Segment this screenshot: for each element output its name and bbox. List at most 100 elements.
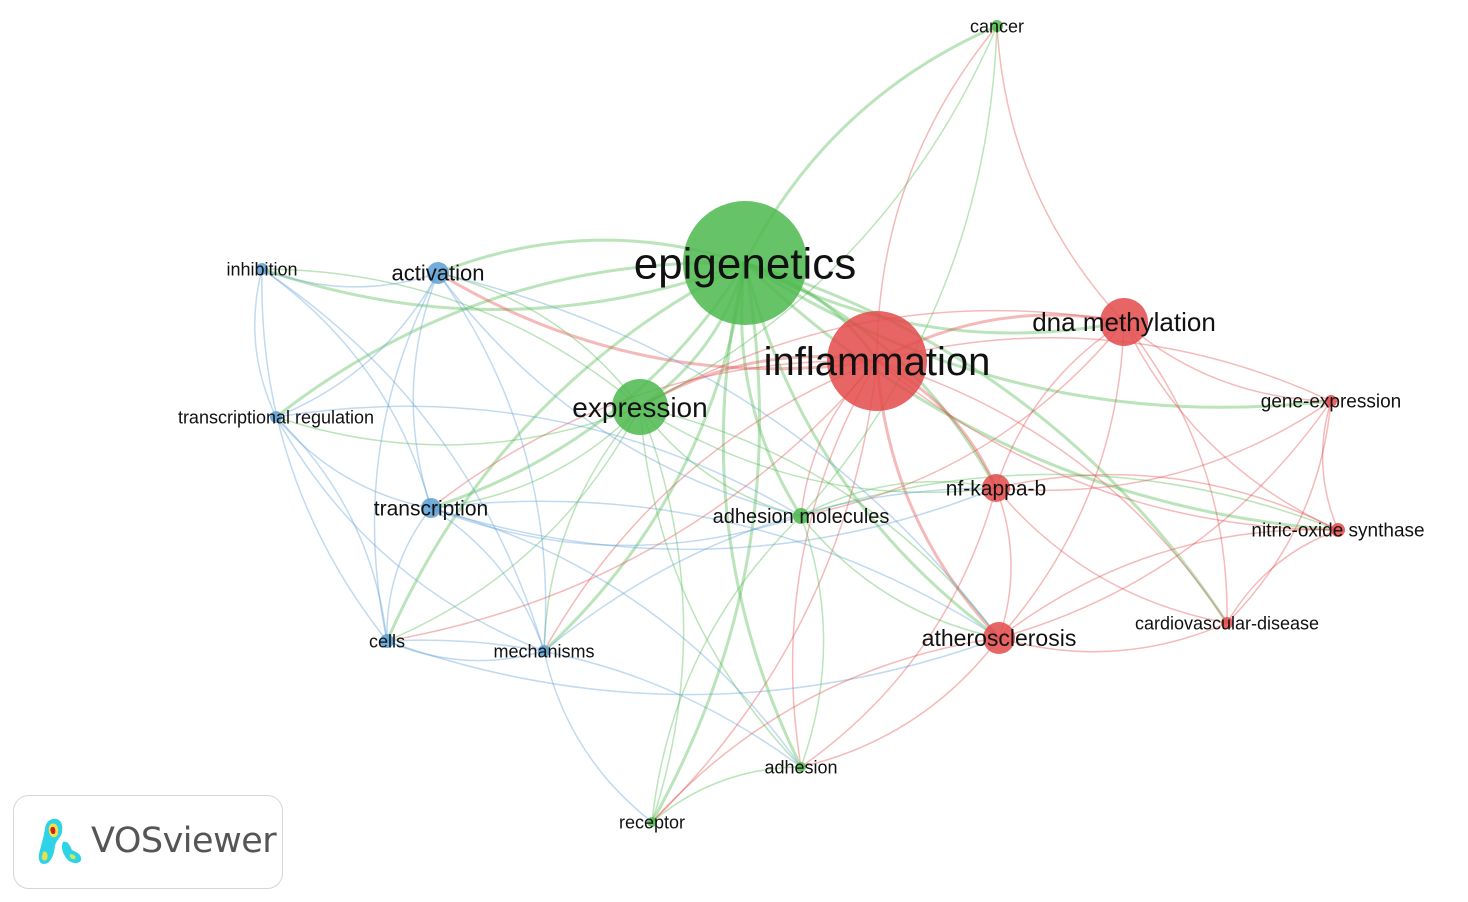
link-activation-adhesion-molecules [437, 272, 802, 517]
label-adhesion[interactable]: adhesion [764, 757, 837, 777]
link-transcription-nf-kappa-b [430, 487, 997, 551]
link-dna-methylation-gene-expression [1123, 321, 1332, 402]
link-activation-transcription [412, 272, 439, 509]
link-cells-mechanisms [386, 640, 545, 662]
link-dna-methylation-adhesion-molecules [800, 321, 1125, 517]
link-inhibition-cells [261, 268, 388, 642]
label-receptor[interactable]: receptor [619, 812, 685, 832]
node-atherosclerosis[interactable] [983, 622, 1015, 654]
node-transcriptional-regulation[interactable] [270, 411, 282, 423]
link-inflammation-receptor [651, 360, 878, 823]
link-inflammation-gene-expression [876, 336, 1332, 402]
label-transcriptional-regulation[interactable]: transcriptional regulation [178, 407, 374, 427]
link-epigenetics-adhesion [721, 262, 803, 768]
node-mechanisms[interactable] [538, 645, 550, 657]
link-expression-atherosclerosis [639, 406, 1000, 639]
link-epigenetics-mechanisms [542, 262, 747, 653]
vosviewer-heatmap-icon [38, 818, 82, 864]
node-gene-expression[interactable] [1325, 395, 1337, 407]
node-adhesion-molecules[interactable] [793, 508, 809, 524]
link-transcriptional-regulation-adhesion-molecules [275, 405, 802, 517]
link-nf-kappa-b-nitric-oxide-synthase [995, 473, 1339, 531]
link-activation-inhibition [261, 268, 439, 288]
node-expression[interactable] [612, 379, 668, 435]
link-cells-adhesion [386, 639, 802, 768]
node-cardiovascular-disease[interactable] [1221, 617, 1233, 629]
node-nitric-oxide-synthase[interactable] [1331, 523, 1345, 537]
label-inhibition[interactable]: inhibition [226, 259, 297, 279]
label-cardiovascular-disease[interactable]: cardiovascular-disease [1135, 613, 1319, 633]
node-cancer[interactable] [991, 20, 1003, 32]
node-epigenetics[interactable] [683, 201, 807, 325]
link-transcription-cells [386, 507, 432, 642]
link-expression-activation [437, 272, 641, 408]
link-epigenetics-receptor [650, 262, 762, 823]
link-transcriptional-regulation-transcription [275, 416, 432, 509]
link-nf-kappa-b-adhesion [800, 487, 997, 768]
link-expression-nf-kappa-b [639, 406, 997, 494]
label-expression[interactable]: expression [572, 392, 707, 423]
link-activation-mechanisms [437, 272, 547, 652]
link-inflammation-adhesion [791, 360, 878, 768]
label-nitric-oxide-synthase[interactable]: nitric-oxide synthase [1251, 521, 1424, 542]
link-epigenetics-inhibition [261, 261, 746, 312]
link-cardiovascular-disease-nitric-oxide-synthase [1226, 529, 1339, 624]
link-dna-methylation-cardiovascular-disease [1123, 321, 1228, 624]
node-inhibition[interactable] [256, 263, 268, 275]
node-activation[interactable] [427, 262, 449, 284]
link-inhibition-transcriptional-regulation [254, 268, 277, 418]
node-receptor[interactable] [647, 817, 657, 827]
link-epigenetics-nitric-oxide-synthase [743, 261, 1339, 532]
label-cells[interactable]: cells [369, 631, 405, 651]
link-adhesion-molecules-nf-kappa-b [800, 480, 997, 517]
link-activation-atherosclerosis [437, 272, 1000, 639]
link-transcriptional-regulation-cells [275, 416, 388, 642]
link-atherosclerosis-gene-expression [998, 400, 1332, 639]
link-epigenetics-cells [385, 261, 746, 642]
node-inflammation[interactable] [827, 311, 927, 411]
link-adhesion-receptor [651, 766, 802, 823]
link-adhesion-molecules-atherosclerosis [800, 515, 1000, 639]
vosviewer-logo: VOSviewer [13, 795, 283, 889]
link-atherosclerosis-adhesion [800, 637, 1000, 768]
link-transcription-adhesion-molecules [430, 507, 802, 547]
vosviewer-logo-text: VOSviewer [91, 821, 277, 861]
node-adhesion[interactable] [796, 762, 806, 772]
label-adhesion-molecules[interactable]: adhesion molecules [713, 506, 890, 528]
label-dna-methylation[interactable]: dna methylation [1032, 307, 1216, 337]
label-mechanisms[interactable]: mechanisms [493, 641, 594, 661]
label-cancer[interactable]: cancer [970, 16, 1024, 36]
link-expression-inhibition [261, 268, 641, 408]
link-dna-methylation-nf-kappa-b [995, 321, 1125, 489]
link-activation-transcriptional-regulation [275, 272, 439, 418]
link-cancer-expression [639, 25, 998, 408]
label-activation[interactable]: activation [392, 261, 485, 286]
label-gene-expression[interactable]: gene-expression [1261, 392, 1401, 413]
link-epigenetics-gene-expression [744, 261, 1332, 409]
node-transcription[interactable] [421, 498, 441, 518]
link-dna-methylation-nitric-oxide-synthase [1123, 321, 1339, 531]
link-activation-cells [373, 272, 439, 642]
link-dna-methylation-atherosclerosis [998, 321, 1125, 639]
node-cells[interactable] [380, 634, 394, 648]
label-nf-kappa-b[interactable]: nf-kappa-b [946, 477, 1046, 500]
link-expression-receptor [639, 406, 685, 823]
label-epigenetics[interactable]: epigenetics [634, 239, 857, 288]
link-epigenetics-transcriptional-regulation [275, 261, 746, 419]
node-nf-kappa-b[interactable] [982, 474, 1010, 502]
link-nf-kappa-b-atherosclerosis [995, 487, 1012, 639]
link-transcription-atherosclerosis [430, 500, 1000, 639]
label-transcription[interactable]: transcription [374, 497, 488, 520]
link-adhesion-molecules-cancer [800, 25, 998, 517]
link-adhesion-molecules-receptor [651, 515, 802, 823]
link-transcription-adhesion [430, 507, 802, 768]
link-atherosclerosis-cardiovascular-disease [998, 622, 1228, 653]
link-inhibition-mechanisms [261, 268, 545, 652]
label-inflammation[interactable]: inflammation [764, 340, 991, 384]
link-adhesion-molecules-nitric-oxide-synthase [800, 473, 1339, 531]
link-expression-transcription [430, 406, 641, 509]
link-mechanisms-nf-kappa-b [543, 487, 997, 652]
label-atherosclerosis[interactable]: atherosclerosis [922, 625, 1077, 651]
node-dna-methylation[interactable] [1100, 298, 1148, 346]
